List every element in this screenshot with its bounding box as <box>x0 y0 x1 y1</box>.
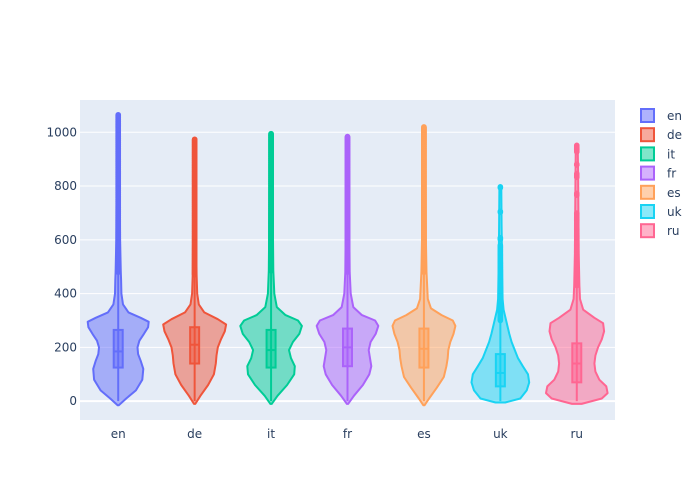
outlier-point <box>497 208 504 215</box>
outlier-point <box>573 170 580 177</box>
x-tick-label: fr <box>343 427 352 441</box>
outlier-point <box>344 133 351 140</box>
legend-label: it <box>667 147 675 161</box>
box <box>494 353 506 388</box>
x-tick-label: de <box>187 427 202 441</box>
legend-swatch <box>640 127 655 143</box>
legend-label: en <box>667 109 682 123</box>
y-tick-label: 800 <box>54 179 77 193</box>
legend-swatch <box>640 204 655 219</box>
y-tick-label: 1000 <box>46 125 77 139</box>
legend-item-uk[interactable]: uk <box>640 204 682 219</box>
outlier-point <box>497 184 504 190</box>
y-tick-label: 400 <box>54 287 77 301</box>
legend: en de it fr es uk ru <box>640 108 682 239</box>
violin-ru[interactable] <box>545 142 609 405</box>
x-tick-label: uk <box>493 427 508 441</box>
legend-item-de[interactable]: de <box>640 127 682 143</box>
outlier-point <box>497 234 504 241</box>
legend-swatch <box>640 108 655 123</box>
outlier-point <box>573 142 580 149</box>
outlier-point <box>573 210 580 216</box>
legend-label: uk <box>667 205 682 219</box>
legend-label: de <box>667 128 682 142</box>
legend-swatch <box>640 184 655 200</box>
legend-label: fr <box>667 167 676 181</box>
x-tick-label: es <box>417 427 431 441</box>
legend-label: ru <box>667 224 680 238</box>
x-tick-label: it <box>267 427 275 441</box>
legend-swatch <box>640 146 655 162</box>
violin-es[interactable] <box>391 124 457 407</box>
outlier-point <box>268 130 274 137</box>
legend-item-fr[interactable]: fr <box>640 165 676 181</box>
legend-item-ru[interactable]: ru <box>640 223 680 239</box>
x-tick-label: en <box>111 427 126 441</box>
x-tick-label: ru <box>571 427 584 441</box>
outlier-point <box>421 124 427 130</box>
outlier-point <box>191 136 198 143</box>
violin-uk[interactable] <box>470 184 531 404</box>
legend-item-it[interactable]: it <box>640 146 675 162</box>
violin-de[interactable] <box>162 136 228 405</box>
legend-label: es <box>667 186 681 200</box>
outlier-point <box>573 161 580 167</box>
outlier-point <box>573 190 580 197</box>
y-tick-label: 200 <box>54 340 77 354</box>
outlier-point <box>115 111 122 118</box>
y-tick-label: 0 <box>69 394 77 408</box>
legend-swatch <box>640 223 655 239</box>
violin-it[interactable] <box>239 130 303 405</box>
legend-item-es[interactable]: es <box>640 184 681 200</box>
legend-swatch <box>640 165 655 181</box>
box <box>112 328 124 369</box>
legend-item-en[interactable]: en <box>640 108 682 123</box>
violin-fr[interactable] <box>315 133 380 405</box>
outlier-point <box>497 242 504 249</box>
violin-en[interactable] <box>86 111 150 407</box>
box <box>265 328 277 369</box>
y-tick-label: 600 <box>54 233 77 247</box>
